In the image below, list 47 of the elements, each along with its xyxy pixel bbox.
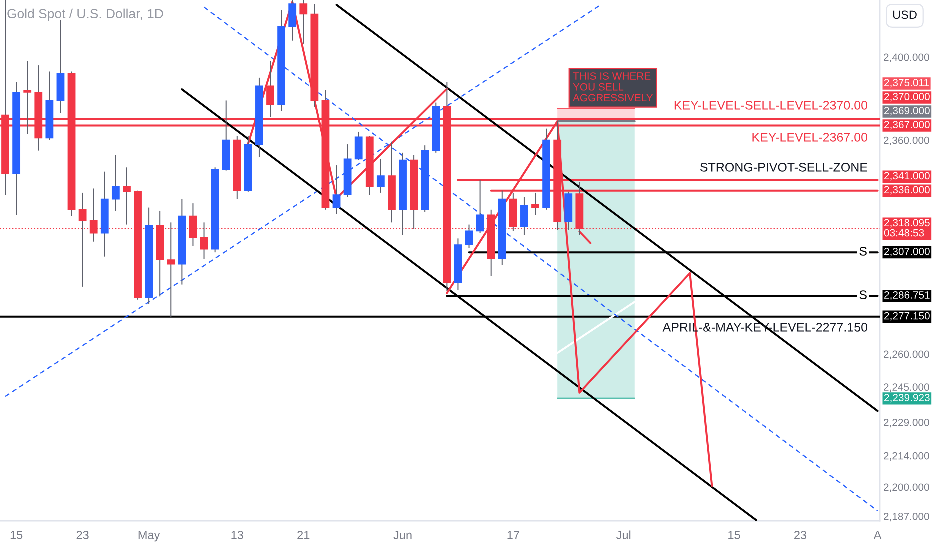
candlestick	[354, 131, 363, 161]
x-tick-label: 23	[794, 531, 807, 540]
x-tick-label: Jul	[616, 530, 631, 540]
annotation: S	[860, 247, 867, 256]
x-tick-label: 15	[728, 531, 740, 540]
ref-line-label: 2,318.095 03:48:53	[884, 219, 930, 237]
candlestick	[112, 154, 120, 212]
y-tick-label: 2,200.000	[884, 484, 930, 492]
data-label: 2,307.000	[884, 248, 930, 257]
y-tick-label: 2,260.000	[884, 350, 930, 360]
data-label: 2,336.000	[884, 186, 930, 195]
data-label: 2,286.751	[884, 292, 930, 300]
text: 2,375.011	[884, 79, 930, 88]
ref-line-label: 2,367.000	[884, 121, 930, 130]
candlestick	[476, 180, 484, 234]
x-tick-label: 17	[508, 531, 520, 540]
x-tick-label: Jun	[394, 531, 412, 540]
x-tick-label: 13	[232, 531, 244, 540]
y-axis-title: USD	[893, 10, 917, 20]
y-tick-label: 2,214.000	[884, 452, 930, 461]
candlestick	[520, 196, 528, 236]
candlestick	[465, 224, 474, 249]
y-tick-label: 2,245.000	[884, 384, 930, 392]
x-tick-label: May	[138, 531, 160, 542]
data-label: 2,341.000	[884, 172, 930, 181]
x-tick-label: 21	[298, 531, 310, 540]
x-tick-label: 23	[76, 531, 89, 540]
annotation: THIS IS WHERE YOU SELL AGGRESSIVELY	[573, 72, 654, 102]
x-tick-label: 15	[10, 531, 23, 540]
text: 2,369.000	[884, 107, 930, 116]
y-tick-label: 2,360.000	[884, 136, 930, 146]
text: 2,239.923	[884, 394, 930, 403]
ref-line-label: 2,277.150	[884, 312, 930, 321]
y-tick-label: 2,187.000	[884, 512, 930, 522]
x-tick-label: A	[874, 531, 882, 540]
candlestick	[123, 167, 131, 226]
candlestick	[288, 0, 297, 42]
text: Gold Spot / U.S. Dollar, 1D	[8, 8, 164, 22]
candlestick	[332, 165, 341, 215]
y-tick-label: 2,400.000	[884, 54, 930, 62]
y-tick-label: 2,229.000	[884, 419, 930, 428]
annotation: S	[860, 290, 867, 300]
annotation: KEY-LEVEL-SELL-LEVEL-2370.00	[674, 101, 868, 110]
ref-line-label: 2,370.000	[884, 93, 930, 102]
annotation: KEY-LEVEL-2367.00	[752, 133, 868, 142]
annotation: STRONG-PIVOT-SELL-ZONE	[700, 163, 868, 172]
candlestick	[376, 158, 385, 194]
